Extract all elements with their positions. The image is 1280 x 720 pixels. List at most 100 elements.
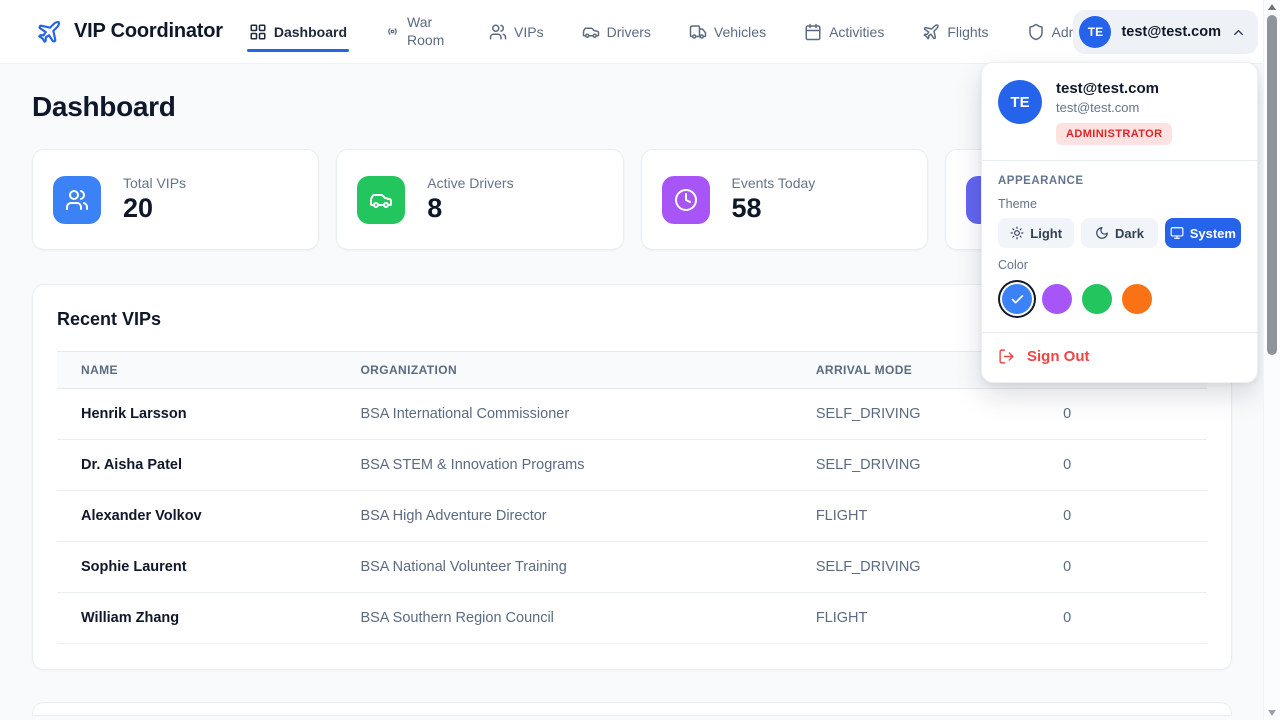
vip-name: Alexander Volkov [57,490,337,542]
theme-button-label: System [1189,225,1236,241]
avatar: TE [998,80,1042,124]
table-row: Henrik Larsson BSA International Commiss… [57,388,1207,440]
nav-item-vips[interactable]: VIPs [489,23,544,41]
vip-organization: BSA National Volunteer Training [336,541,792,593]
vip-name: Henrik Larsson [57,388,337,440]
users-icon [53,175,101,224]
divider [982,332,1257,333]
plane-icon [922,23,940,41]
scroll-down-arrow[interactable] [1268,710,1276,716]
vip-arrival-mode: FLIGHT [791,592,1040,644]
table-row: Sophie Laurent BSA National Volunteer Tr… [57,541,1207,593]
moon-icon [1095,226,1109,240]
theme-button-label: Light [1030,225,1063,241]
nav-label: War Room [407,14,445,48]
appearance-label: APPEARANCE [998,175,1084,187]
chevron-up-icon [1231,25,1246,40]
theme-button-label: Dark [1115,225,1144,241]
sign-out-button[interactable]: Sign Out [982,333,1257,382]
check-icon [1010,292,1025,307]
user-email: test@test.com [1121,24,1221,40]
calendar-icon [804,23,822,41]
table-row: Dr. Aisha Patel BSA STEM & Innovation Pr… [57,439,1207,491]
next-section-card [32,702,1232,716]
main-content: Dashboard Total VIPs 20 Active Drivers 8 [32,91,1232,716]
shield-icon [1027,23,1045,41]
scroll-up-arrow[interactable] [1268,4,1276,10]
stat-card-active-drivers: Active Drivers 8 [336,149,624,250]
theme-dark-button[interactable]: Dark [1081,218,1158,248]
stat-value: 8 [427,192,443,223]
stat-label: Events Today [731,174,816,191]
vip-organization: BSA Southern Region Council [336,592,792,644]
vip-organization: BSA STEM & Innovation Programs [336,439,792,491]
vip-organization: BSA International Commissioner [336,388,792,440]
nav-label: Activities [829,23,885,40]
nav-item-vehicles[interactable]: Vehicles [689,23,766,41]
nav-item-activities[interactable]: Activities [804,23,884,41]
color-swatch-purple[interactable] [1042,284,1072,314]
user-menu-button[interactable]: TE test@test.com [1073,10,1258,54]
vip-arrival-mode: FLIGHT [791,490,1040,542]
theme-options: Light Dark System [998,218,1241,248]
dropdown-user-name: test@test.com [1056,80,1159,97]
app-title: VIP Coordinator [74,20,223,42]
page-title: Dashboard [32,91,176,122]
vip-events: 0 [1039,592,1207,644]
nav-label: Flights [947,23,989,40]
vip-arrival-mode: SELF_DRIVING [791,388,1040,440]
recent-vips-table: NAME ORGANIZATION ARRIVAL MODE EVENTS He… [57,351,1207,644]
nav-item-flights[interactable]: Flights [922,23,989,41]
vip-name: William Zhang [57,592,337,644]
dropdown-user-email: test@test.com [1056,100,1140,115]
stat-value: 58 [731,192,762,223]
stat-card-events-today: Events Today 58 [640,149,928,250]
column-header-name: NAME [57,351,337,389]
monitor-icon [1170,226,1184,240]
table-row: William Zhang BSA Southern Region Counci… [57,592,1207,644]
clock-icon [661,175,710,224]
nav-item-drivers[interactable]: Drivers [582,23,651,41]
vip-name: Sophie Laurent [57,541,337,593]
vertical-scrollbar[interactable] [1263,0,1280,720]
vip-arrival-mode: SELF_DRIVING [791,541,1040,593]
brand[interactable]: VIP Coordinator [36,19,223,45]
car-icon [357,175,406,224]
stat-card-total-vips: Total VIPs 20 [32,149,320,250]
vip-name: Dr. Aisha Patel [57,439,337,491]
theme-label: Theme [998,197,1037,211]
color-swatch-blue[interactable] [1002,284,1032,314]
scrollbar-thumb[interactable] [1267,15,1277,355]
color-swatch-green[interactable] [1082,284,1112,314]
vip-events: 0 [1039,388,1207,440]
stat-label: Active Drivers [427,174,514,191]
avatar: TE [1079,16,1112,48]
recent-vips-card: Recent VIPs NAME ORGANIZATION ARRIVAL MO… [32,284,1232,670]
nav-label: Vehicles [713,23,767,40]
recent-vips-title: Recent VIPs [57,309,162,329]
car-icon [582,23,600,41]
appearance-section: APPEARANCE Theme Light Dark System [982,161,1257,332]
color-label: Color [998,258,1028,272]
nav-label: VIPs [514,23,544,40]
vip-arrival-mode: SELF_DRIVING [791,439,1040,491]
nav-item-dashboard[interactable]: Dashboard [246,23,350,52]
nav-item-war-room[interactable]: War Room [385,14,451,49]
top-bar: VIP Coordinator Dashboard War Room VIPs … [0,0,1280,64]
vip-events: 0 [1039,490,1207,542]
stat-value: 20 [123,192,154,223]
truck-icon [689,23,707,41]
nav-label: Drivers [606,23,651,40]
users-icon [489,23,507,41]
vip-organization: BSA High Adventure Director [336,490,792,542]
color-options [998,280,1241,316]
grid-icon [249,23,267,41]
theme-system-button[interactable]: System [1164,218,1241,248]
color-swatch-orange[interactable] [1122,284,1152,314]
theme-light-button[interactable]: Light [998,218,1075,248]
user-dropdown-menu: TE test@test.com test@test.com ADMINISTR… [981,62,1258,383]
divider [982,160,1257,161]
stat-label: Total VIPs [123,174,187,191]
nav-label: Dashboard [273,23,347,40]
log-out-icon [998,348,1015,365]
